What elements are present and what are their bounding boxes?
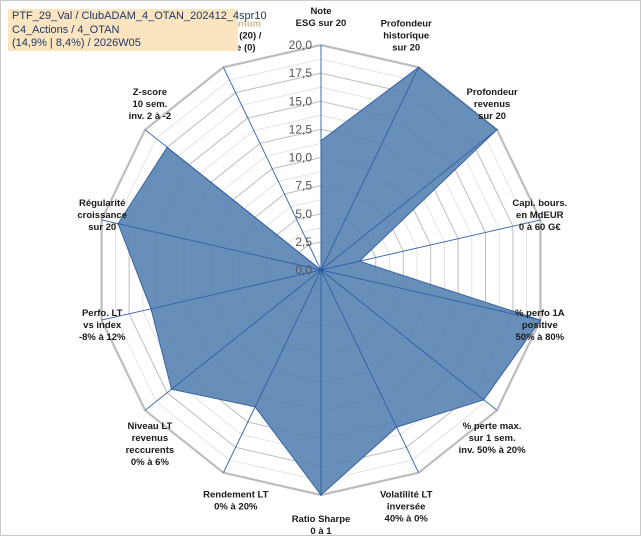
axis-label-line: vs index: [83, 320, 122, 331]
axis-label-line: Capi. bours.: [512, 198, 567, 209]
axis-spoke: [101, 269, 322, 321]
axis-label-line: inversée: [387, 502, 426, 513]
axis-spoke: [144, 269, 322, 411]
axis-label-line: inv. 2 à -2: [129, 111, 172, 122]
axis-label-line: revenus: [132, 433, 168, 444]
axis-label-line: Régularité: [79, 198, 125, 209]
info-line-3: (14,9% | 8,4%) / 2026W05: [12, 37, 141, 49]
axis-label-line: 0 à 60 G€: [519, 222, 561, 233]
tick-label: 2,5: [295, 235, 312, 249]
info-line-1: PTF_29_Val / ClubADAM_4_OTAN_202412_4spr…: [12, 10, 267, 22]
tick-label: 20,0: [289, 38, 313, 52]
portfolio-info-box: PTF_29_Val / ClubADAM_4_OTAN_202412_4spr…: [8, 9, 267, 51]
axis-spoke: [101, 219, 322, 271]
axis-label-line: sur 20: [478, 111, 506, 122]
axis-label-line: Z-score: [133, 87, 167, 98]
tick-label: 17,5: [289, 66, 313, 80]
axis-label: Volatilité LT inversée 40% à 0%: [380, 490, 433, 525]
axis-label-line: inv. 50% à 20%: [459, 445, 526, 456]
tick-label: 12,5: [289, 122, 313, 136]
axis-label-line: Volatilité LT: [380, 490, 433, 501]
axis-label-line: Note: [310, 6, 331, 17]
axis-label-line: % perfo 1A: [515, 308, 565, 319]
axis-label-line: Rendement LT: [203, 490, 268, 501]
axis-spoke: [320, 129, 498, 271]
axis-label: Ratio Sharpe 0 à 1: [292, 514, 351, 536]
axis-label-line: 10 sem.: [132, 99, 167, 110]
axis-label-line: Profondeur: [381, 19, 432, 30]
axis-label: % perfo 1A positive 50% à 80%: [515, 308, 565, 343]
tick-label: 10,0: [289, 151, 313, 165]
axis-label: Profondeur revenus sur 20: [466, 87, 517, 122]
axis-label-line: sur 20: [392, 43, 420, 54]
axis-spoke: [320, 269, 498, 411]
axis-spoke: [144, 129, 322, 271]
axis-spoke: [320, 269, 420, 473]
axis-label: % perte max. sur 1 sem. inv. 50% à 20%: [459, 421, 526, 456]
axis-label-line: Perfo. LT: [82, 308, 123, 319]
tick-label: 5,0: [295, 207, 312, 221]
tick-labels: 0,0 2,5 5,0 7,5 10,0 12,5 15,0 17,5 20,0: [289, 38, 313, 277]
axis-label-line: ESG sur 20: [296, 18, 347, 29]
tick-label: 0,0: [295, 263, 312, 277]
axis-label: Capi. bours. en MdEUR 0 à 60 G€: [512, 198, 567, 233]
axis-spoke: [222, 67, 322, 271]
axis-label-line: 0 à 1: [310, 526, 332, 536]
axis-label-line: Profondeur: [466, 87, 517, 98]
axis-label: Profondeur historique sur 20: [381, 19, 432, 54]
axis-label-line: Ratio Sharpe: [292, 514, 351, 525]
axis-label-line: Niveau LT: [128, 421, 173, 432]
axis-label-line: % perte max.: [463, 421, 522, 432]
axis-label-line: revenus: [474, 99, 510, 110]
tick-label: 15,0: [289, 94, 313, 108]
tick-label: 7,5: [295, 179, 312, 193]
axis-label-line: sur 1 sem.: [469, 433, 516, 444]
axis-label-line: -8% à 12%: [79, 332, 126, 343]
axis-label-line: croissance: [77, 210, 127, 221]
axis-label-line: historique: [383, 31, 429, 42]
axis-label-line: en MdEUR: [516, 210, 564, 221]
axis-spoke: [320, 269, 541, 321]
axis-label-line: 40% à 0%: [385, 514, 429, 525]
axis-spoke: [320, 67, 420, 271]
axis-spoke: [222, 269, 322, 473]
axis-label-line: 0% à 6%: [131, 457, 170, 468]
info-line-2: C4_Actions / 4_OTAN: [12, 23, 120, 36]
axis-label: Note ESG sur 20: [296, 6, 347, 29]
axis-label-line: reccurents: [126, 445, 175, 456]
axis-label: Régularité croissance sur 20: [77, 198, 127, 233]
axis-label: Rendement LT 0% à 20%: [203, 490, 268, 513]
spokes: [101, 45, 541, 495]
axis-label: Z-score 10 sem. inv. 2 à -2: [129, 87, 172, 122]
axis-label-line: 50% à 80%: [516, 332, 565, 343]
axis-label: Perfo. LT vs index -8% à 12%: [79, 308, 126, 343]
axis-label-line: sur 20: [88, 222, 116, 233]
axis-label-line: positive: [522, 320, 558, 331]
axis-spoke: [320, 219, 541, 271]
axis-label-line: 0% à 20%: [214, 502, 258, 513]
axis-label: Niveau LT revenus reccurents 0% à 6%: [126, 421, 175, 468]
